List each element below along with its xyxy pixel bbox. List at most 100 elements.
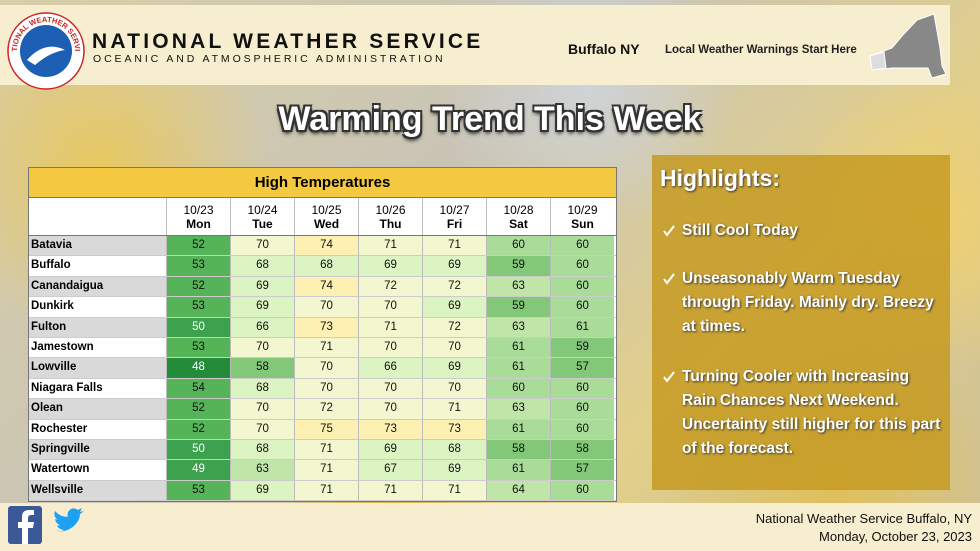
temp-cell: 70: [358, 399, 422, 419]
check-mark: [663, 371, 675, 383]
temp-cell: 53: [166, 480, 230, 501]
temp-cell: 59: [550, 338, 614, 358]
column-day: Thu: [379, 217, 402, 231]
column-day: Wed: [313, 217, 340, 231]
footer-band: [0, 503, 980, 551]
temp-cell: 61: [550, 317, 614, 338]
column-header: 10/23 Mon: [166, 198, 230, 235]
table-header: 10/23 Mon 10/24 Tue 10/25 Wed 10/26 Thu 10/27 Fri…: [29, 198, 616, 236]
highlights-panel: Highlights: Still Cool Today Unseasonably…: [652, 155, 950, 490]
temp-cell: 59: [486, 297, 550, 317]
temp-cell: 69: [230, 276, 294, 297]
highlight-item: Still Cool Today: [682, 222, 798, 239]
temp-cell: 69: [422, 460, 486, 480]
highlights-title: Highlights:: [660, 165, 781, 191]
temp-cell: 69: [230, 480, 294, 501]
temp-cell: 71: [358, 317, 422, 338]
state-map: [869, 13, 947, 79]
table-row: Fulton 50 66 73 71 72 63 61: [29, 317, 616, 339]
highlight-item: Unseasonably Warm Tuesday through Friday…: [682, 270, 934, 335]
table-body: Batavia 52 70 74 71 71 60 60 Buffalo 53 68 68 69 69 59…: [29, 236, 616, 502]
temp-cell: 74: [294, 236, 358, 256]
temp-cell: 71: [294, 460, 358, 480]
highlight-item: Turning Cooler with Increasing Rain Chan…: [682, 368, 941, 457]
temp-cell: 60: [550, 480, 614, 501]
temp-cell: 60: [550, 256, 614, 276]
temp-cell: 70: [294, 297, 358, 317]
column-date: 10/25: [311, 203, 342, 217]
temp-cell: 73: [358, 419, 422, 440]
station-name: Lowville: [29, 358, 166, 378]
column-day: Sun: [571, 217, 594, 231]
temp-cell: 70: [294, 358, 358, 378]
column-day: Sat: [509, 217, 528, 231]
station-name: Springville: [29, 440, 166, 460]
column-date: 10/26: [375, 203, 406, 217]
table-title: High Temperatures: [29, 168, 616, 198]
temp-cell: 70: [230, 399, 294, 419]
station-name: Dunkirk: [29, 297, 166, 317]
check-icon: [663, 225, 675, 237]
table-row: Batavia 52 70 74 71 71 60 60: [29, 236, 616, 257]
check-icon: [663, 273, 675, 285]
column-day: Fri: [446, 217, 463, 231]
temp-cell: 71: [294, 338, 358, 358]
temp-cell: 70: [358, 378, 422, 399]
temp-cell: 61: [486, 419, 550, 440]
column-day: Tue: [252, 217, 273, 231]
temp-cell: 74: [294, 276, 358, 297]
temp-cell: 53: [166, 256, 230, 276]
temp-cell: 72: [422, 317, 486, 338]
temp-cell: 52: [166, 236, 230, 256]
station-name: Canandaigua: [29, 276, 166, 297]
temp-cell: 60: [550, 236, 614, 256]
table-row: Wellsville 53 69 71 71 71 64 60: [29, 480, 616, 502]
temp-cell: 59: [486, 256, 550, 276]
table-row: Niagara Falls 54 68 70 70 70 60 60: [29, 378, 616, 400]
temp-cell: 58: [230, 358, 294, 378]
temp-cell: 69: [358, 440, 422, 460]
temp-cell: 63: [230, 460, 294, 480]
temp-cell: 58: [486, 440, 550, 460]
temp-cell: 66: [230, 317, 294, 338]
temp-cell: 58: [550, 440, 614, 460]
table-row: Canandaigua 52 69 74 72 72 63 60: [29, 276, 616, 298]
table-row: Watertown 49 63 71 67 69 61 57: [29, 460, 616, 481]
check-mark: [663, 225, 675, 237]
temp-cell: 63: [486, 399, 550, 419]
temp-cell: 66: [358, 358, 422, 378]
temp-cell: 70: [422, 378, 486, 399]
tagline: Local Weather Warnings Start Here: [665, 44, 857, 56]
table-row: Jamestown 53 70 71 70 70 61 59: [29, 338, 616, 359]
temp-cell: 68: [422, 440, 486, 460]
temp-cell: 69: [422, 256, 486, 276]
footer-date: Monday, October 23, 2023: [819, 529, 972, 544]
table-row: Rochester 52 70 75 73 73 61 60: [29, 419, 616, 441]
temp-cell: 50: [166, 317, 230, 338]
corner: [29, 198, 166, 235]
temp-cell: 69: [422, 358, 486, 378]
station-name: Watertown: [29, 460, 166, 480]
table-row: Buffalo 53 68 68 69 69 59 60: [29, 256, 616, 277]
temp-cell: 69: [358, 256, 422, 276]
station-name: Fulton: [29, 317, 166, 338]
temp-cell: 71: [358, 236, 422, 256]
column-header: 10/24 Tue: [230, 198, 294, 235]
check-mark: [663, 273, 675, 285]
temp-cell: 52: [166, 419, 230, 440]
column-day: Mon: [186, 217, 211, 231]
temp-cell: 73: [294, 317, 358, 338]
temp-cell: 60: [486, 378, 550, 399]
temp-cell: 70: [230, 236, 294, 256]
subagency: OCEANIC AND ATMOSPHERIC ADMINISTRATION: [93, 53, 446, 65]
temp-cell: 71: [294, 480, 358, 501]
temp-cell: 61: [486, 338, 550, 358]
temp-cell: 70: [294, 378, 358, 399]
table-row: Dunkirk 53 69 70 70 69 59 60: [29, 297, 616, 318]
temp-cell: 71: [422, 399, 486, 419]
column-date: 10/27: [439, 203, 470, 217]
column-header: 10/27 Fri: [422, 198, 486, 235]
temp-cell: 53: [166, 338, 230, 358]
temp-cell: 70: [422, 338, 486, 358]
